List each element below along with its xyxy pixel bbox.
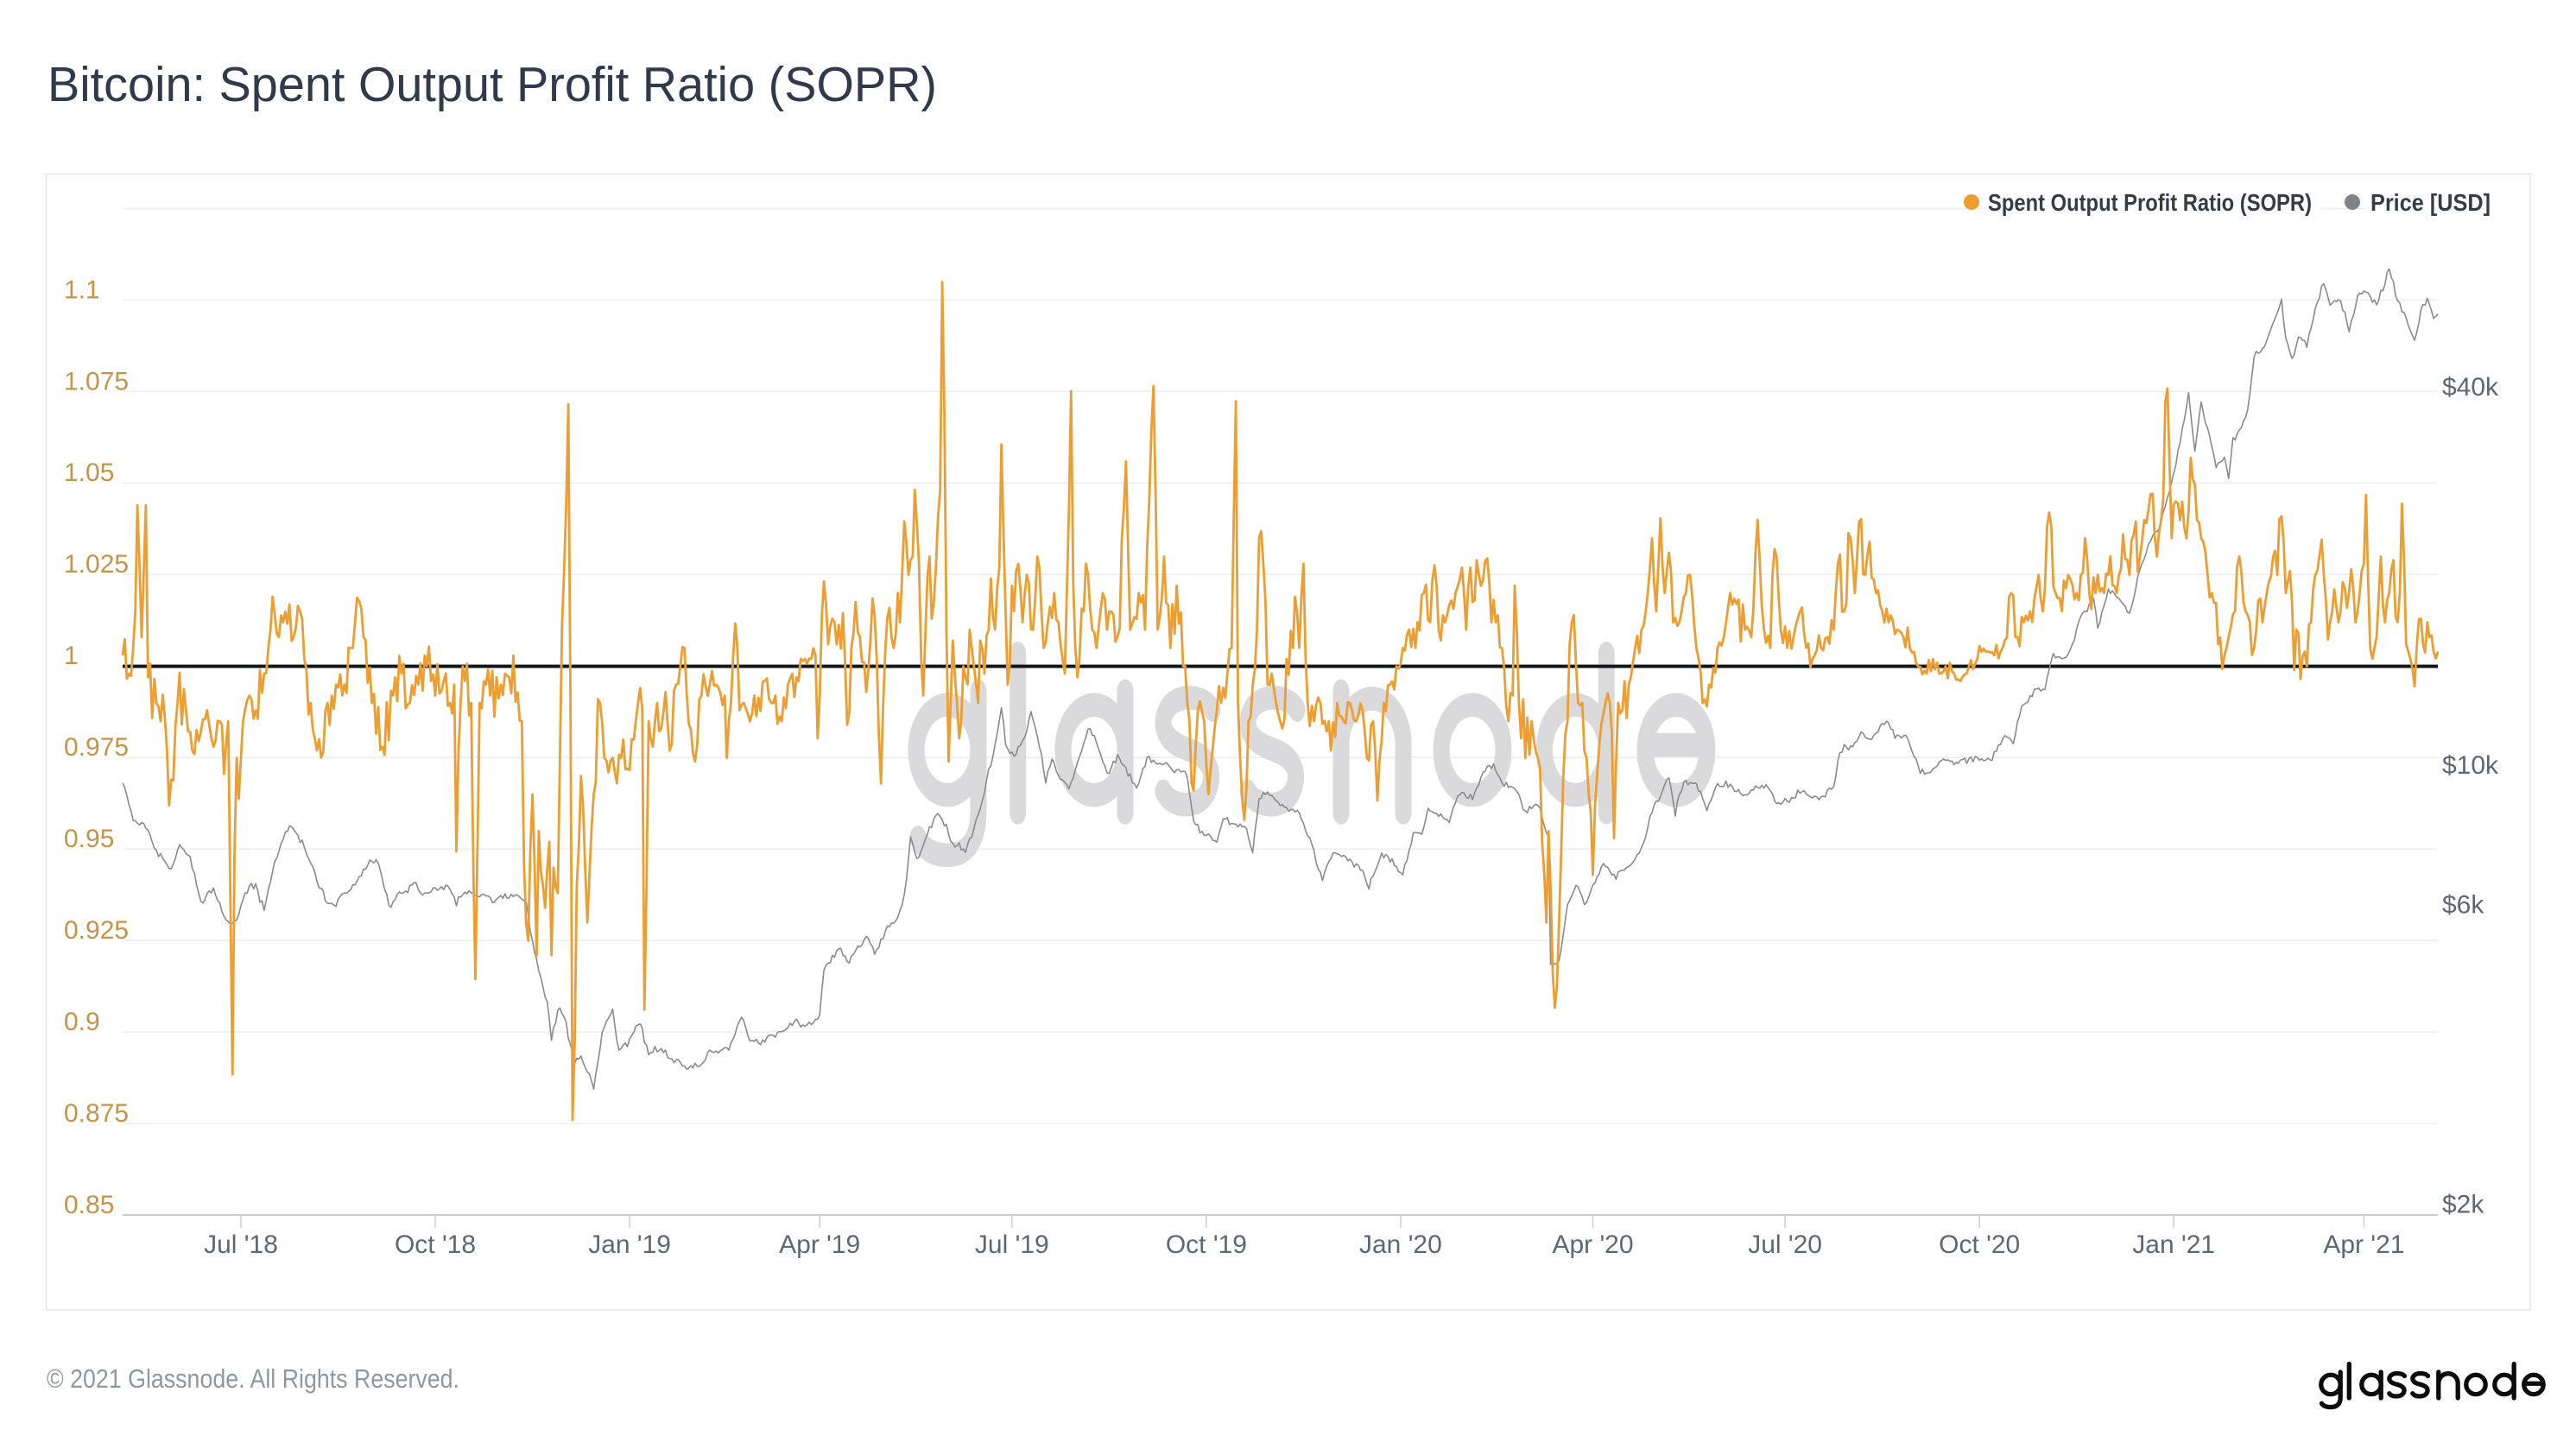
svg-text:0.875: 0.875 xyxy=(64,1099,129,1128)
svg-text:0.925: 0.925 xyxy=(64,916,129,945)
svg-text:Apr '21: Apr '21 xyxy=(2323,1230,2404,1259)
svg-text:1.075: 1.075 xyxy=(64,367,129,395)
svg-text:$6k: $6k xyxy=(2442,890,2484,919)
svg-text:$2k: $2k xyxy=(2442,1191,2484,1219)
svg-text:$10k: $10k xyxy=(2442,751,2499,780)
svg-text:1.05: 1.05 xyxy=(64,459,114,487)
svg-text:Spent Output Profit Ratio (SOP: Spent Output Profit Ratio (SOPR) xyxy=(1988,189,2312,216)
svg-text:Oct '19: Oct '19 xyxy=(1166,1230,1247,1259)
svg-text:Price [USD]: Price [USD] xyxy=(2370,189,2491,216)
svg-text:$40k: $40k xyxy=(2442,373,2499,402)
svg-text:0.9: 0.9 xyxy=(64,1008,100,1036)
svg-text:Jul '20: Jul '20 xyxy=(1748,1230,1822,1259)
svg-text:0.975: 0.975 xyxy=(64,733,129,762)
svg-text:Jan '19: Jan '19 xyxy=(588,1230,671,1259)
svg-text:1.1: 1.1 xyxy=(64,275,100,304)
svg-text:Oct '20: Oct '20 xyxy=(1939,1230,2020,1259)
svg-text:Oct '18: Oct '18 xyxy=(395,1230,476,1259)
svg-text:0.95: 0.95 xyxy=(64,825,114,853)
svg-text:Apr '19: Apr '19 xyxy=(779,1230,860,1259)
svg-text:Bitcoin: Spent Output Profit R: Bitcoin: Spent Output Profit Ratio (SOPR… xyxy=(47,57,937,112)
svg-text:Jan '21: Jan '21 xyxy=(2132,1230,2215,1259)
svg-text:Jul '18: Jul '18 xyxy=(204,1230,278,1259)
svg-text:1: 1 xyxy=(64,642,79,670)
svg-text:Jan '20: Jan '20 xyxy=(1359,1230,1442,1259)
svg-text:Apr '20: Apr '20 xyxy=(1552,1230,1633,1259)
svg-text:1.025: 1.025 xyxy=(64,550,129,579)
svg-text:© 2021 Glassnode. All Rights R: © 2021 Glassnode. All Rights Reserved. xyxy=(47,1363,459,1394)
svg-text:Jul '19: Jul '19 xyxy=(975,1230,1049,1259)
svg-text:0.85: 0.85 xyxy=(64,1191,114,1219)
